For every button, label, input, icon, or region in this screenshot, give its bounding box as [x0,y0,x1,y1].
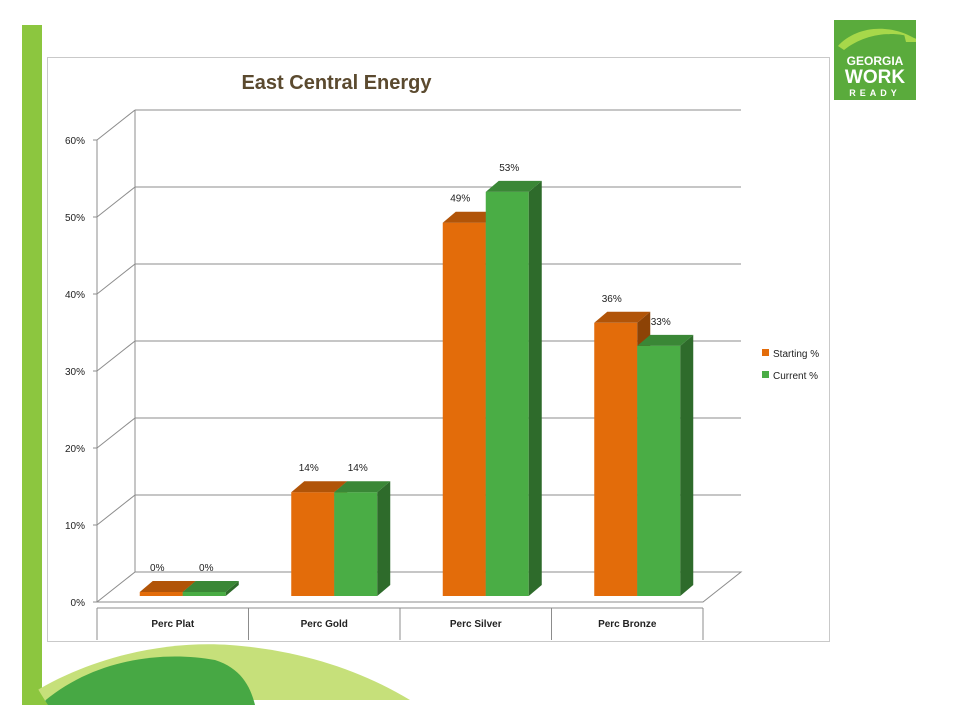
bar-1-3-front [637,345,681,596]
bar-1-0-top [182,581,239,592]
gridline-side [96,186,136,218]
legend-label-0: Starting % [773,349,819,360]
chart-title: East Central Energy [241,72,432,94]
chart-floor [95,571,743,603]
bar-1-1-front [334,492,378,596]
chart-grid [93,109,743,640]
bar-0-1-front [291,492,335,596]
bar-0-2-top [442,211,499,223]
data-label: 0% [150,563,165,574]
legend-label-1: Current % [773,371,818,382]
bottom-swoosh-corner [22,660,48,705]
bar-0-3-front [594,322,638,596]
data-label: 0% [199,563,214,574]
data-label: 53% [499,163,519,174]
chart-labels: 0% 10% 20% 30% 40% 50% 60% 0% 0% Perc Plat 14% 14% P… [65,136,671,630]
chart-bars [139,180,694,596]
data-label: 36% [602,294,622,305]
gridline-side [96,263,136,295]
bar-1-3-side [680,334,694,596]
y-tick-label: 20% [65,444,85,455]
chart-legend: Starting % Current % [762,349,819,382]
bar-1-2-top [485,180,542,192]
y-tick-label: 40% [65,290,85,301]
gridline-side [96,109,136,141]
gridline-side [96,494,136,526]
bar-1-0-front [182,592,226,596]
bar-0-0-front [139,592,183,596]
chart-frame [47,57,830,642]
georgia-work-ready-logo: GEORGIA WORK READY [834,20,916,100]
gridline-side [96,340,136,372]
y-tick-label: 10% [65,521,85,532]
y-tick-label: 60% [65,136,85,147]
data-label: 33% [651,317,671,328]
logo-text-georgia: GEORGIA [847,54,904,68]
x-tick-label: Perc Plat [151,619,194,630]
bar-0-3-top [594,311,651,323]
logo-swoosh [838,28,914,50]
bar-0-2-front [442,222,486,596]
bar-1-0-side [225,581,239,596]
logo-swoosh-tip [904,34,916,42]
y-tick-label: 0% [71,598,86,609]
logo-text-ready: READY [849,88,901,98]
legend-swatch-1 [762,371,769,378]
legend-swatch-0 [762,349,769,356]
bar-0-1-top [291,481,348,493]
bar-1-2-side [528,180,542,596]
x-tick-label: Perc Gold [301,619,348,630]
bottom-swoosh-dark [40,656,255,705]
gridline-side [96,417,136,449]
bar-0-0-top [139,581,196,592]
y-tick-label: 30% [65,367,85,378]
bar-1-3-top [637,334,694,346]
x-tick-label: Perc Bronze [598,619,657,630]
y-tick-label: 50% [65,213,85,224]
x-tick-label: Perc Silver [450,619,502,630]
data-label: 14% [348,463,368,474]
bar-1-1-side [377,481,391,596]
bar-1-2-front [485,191,529,596]
data-label: 49% [450,194,470,205]
left-green-bar [22,25,42,705]
logo-text-work: WORK [845,67,905,88]
bar-1-1-top [334,481,391,493]
data-label: 14% [299,463,319,474]
